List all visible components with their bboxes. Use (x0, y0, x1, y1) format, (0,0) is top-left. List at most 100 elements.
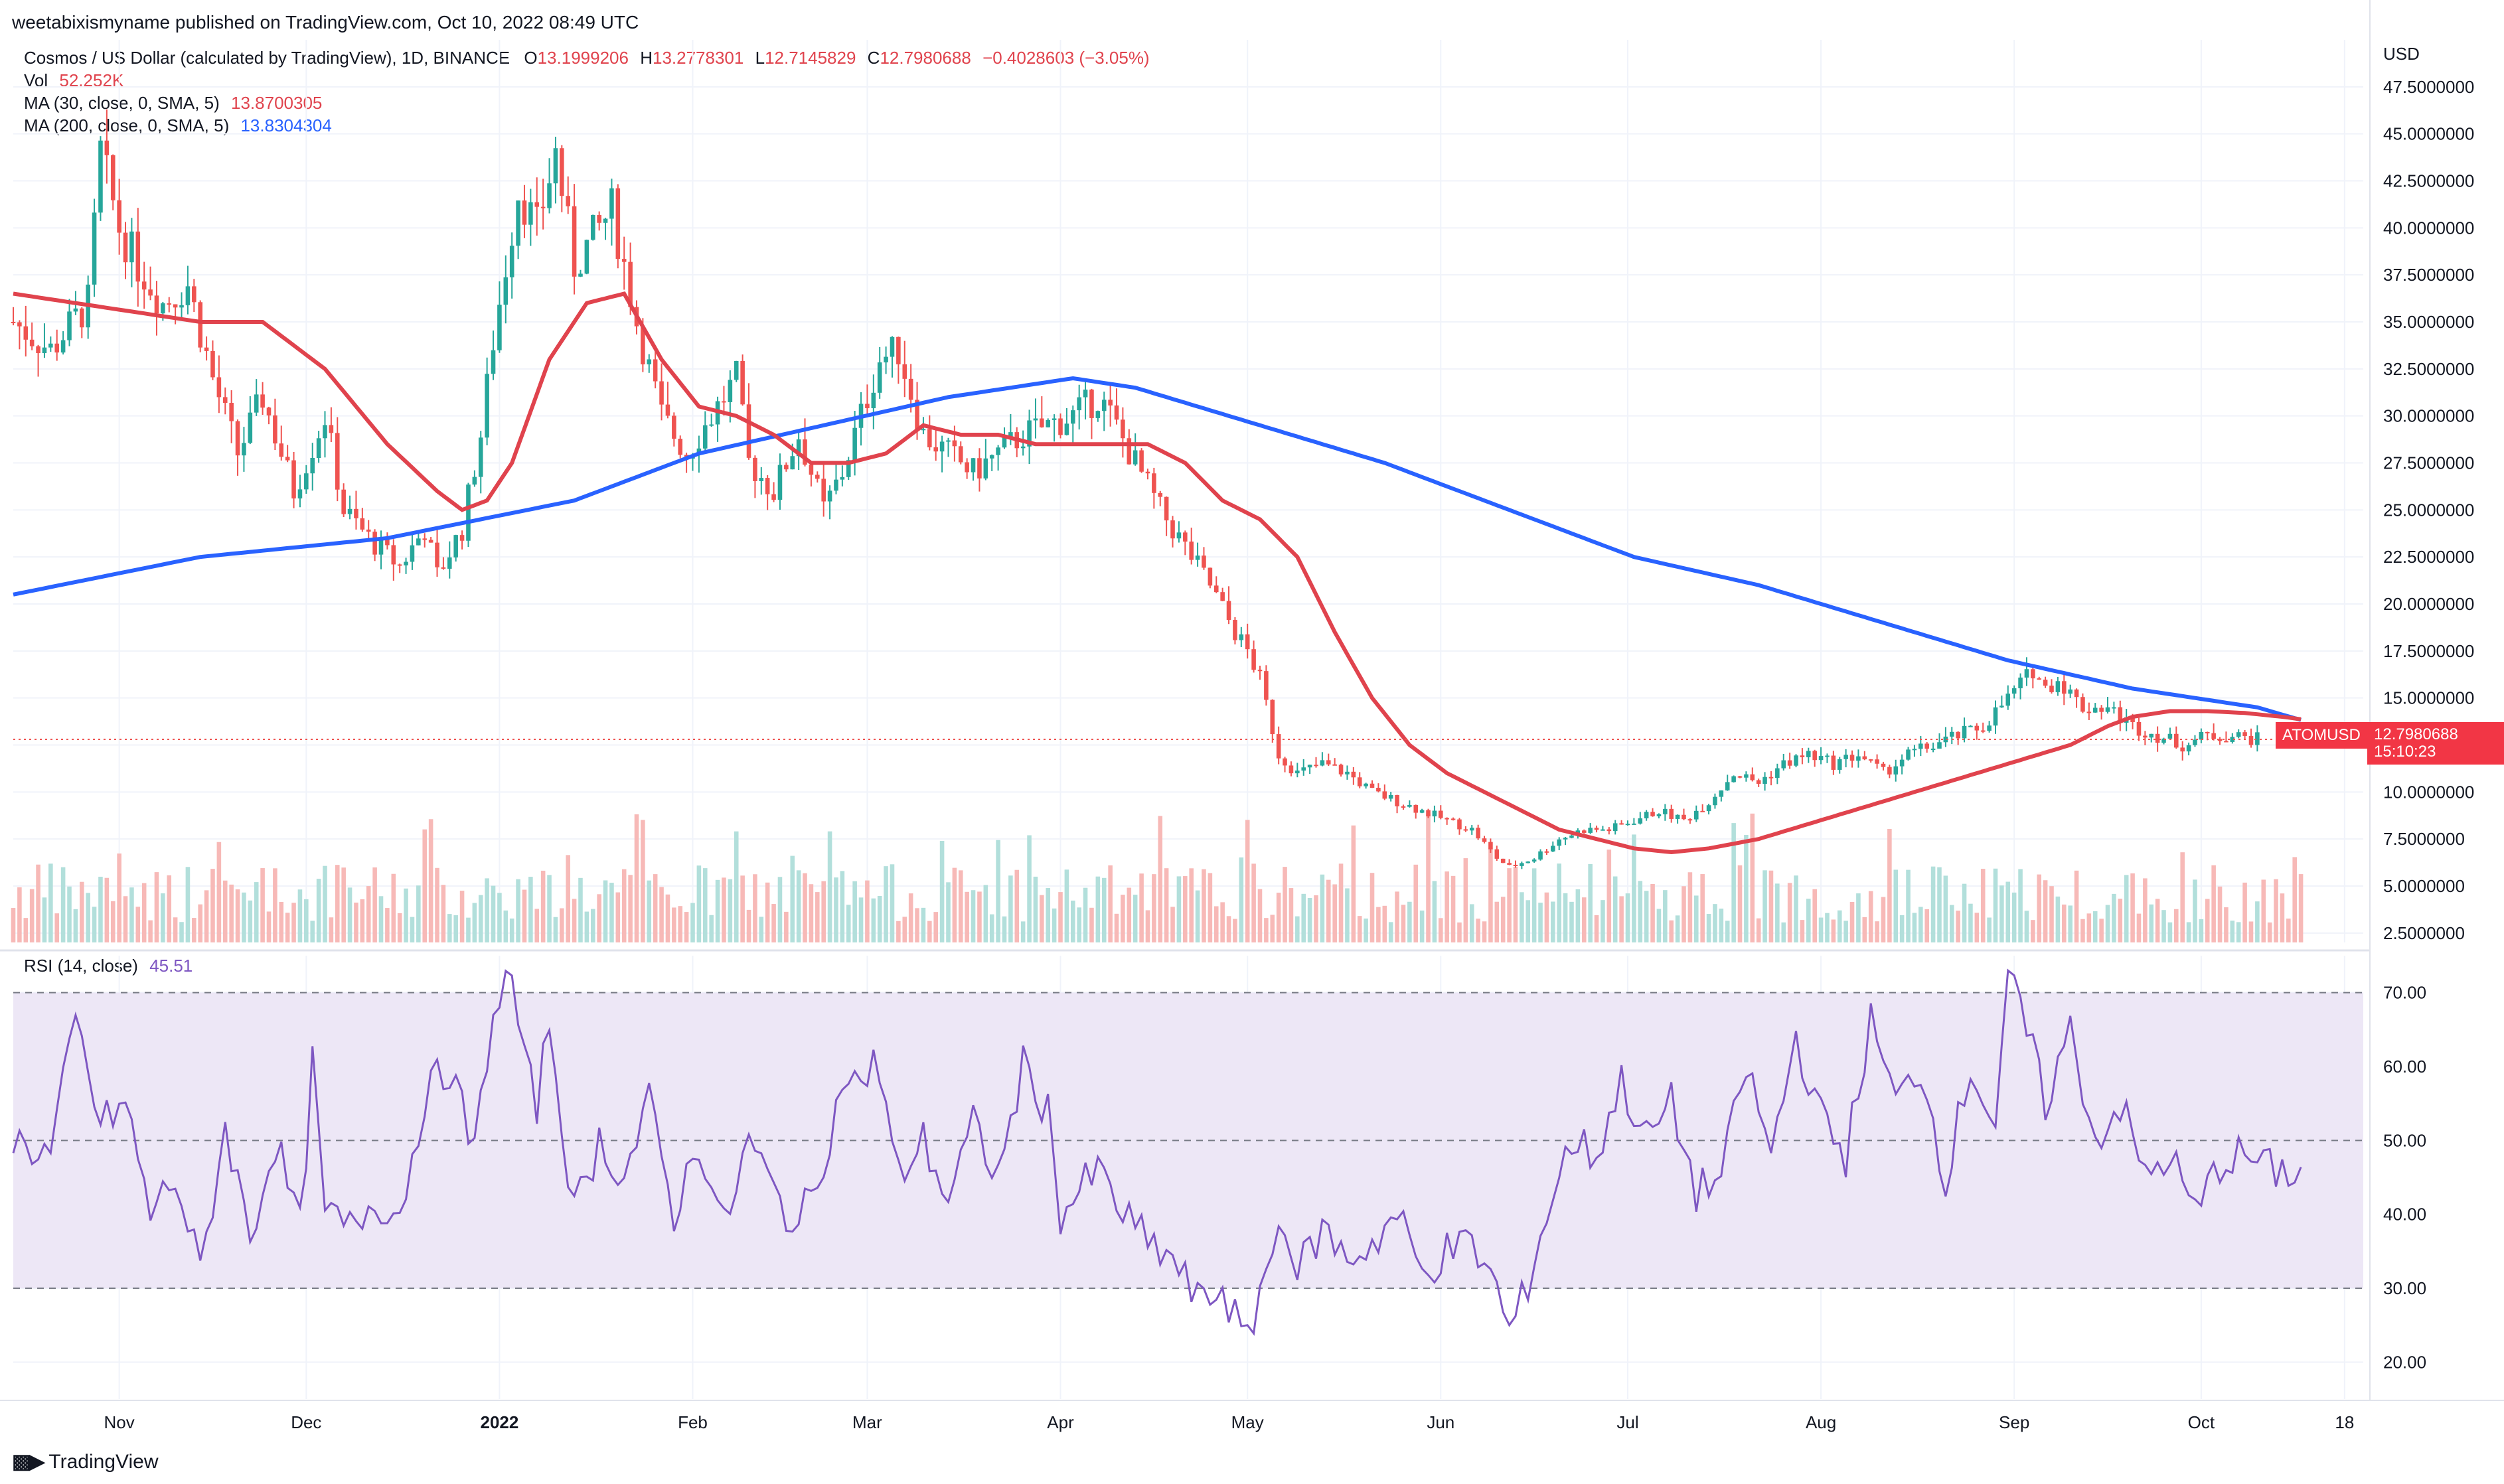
candle-body (1962, 725, 1967, 739)
volume-bar (1663, 890, 1668, 942)
candle-body (865, 404, 870, 409)
volume-bar (1488, 848, 1493, 942)
candle-body (310, 457, 315, 474)
rsi-axis-label: 50.00 (2383, 1130, 2426, 1150)
volume-bar (385, 908, 390, 942)
volume-bar (1213, 906, 1219, 942)
volume-bar (1170, 907, 1175, 942)
volume-bar (578, 877, 583, 942)
candle-body (466, 484, 471, 541)
volume-bar (1725, 921, 1730, 942)
candle-body (167, 303, 172, 305)
volume-bar (590, 909, 595, 942)
candle-body (908, 378, 913, 400)
candle-body (827, 490, 832, 502)
candle-body (1551, 846, 1555, 852)
volume-bar (242, 892, 246, 942)
volume-bar (684, 912, 689, 942)
volume-bar (1401, 905, 1406, 942)
time-axis-label: Sep (1999, 1412, 2029, 1432)
volume-bar (135, 907, 141, 942)
volume-bar (341, 867, 346, 942)
price-axis-currency: USD (2383, 44, 2420, 64)
symbol-legend-row[interactable]: Cosmos / US Dollar (calculated by Tradin… (24, 46, 1150, 69)
candle-body (1744, 774, 1749, 778)
candle-body (1145, 471, 1150, 474)
volume-bar (560, 908, 564, 942)
volume-bar (273, 868, 277, 942)
volume-bar (1114, 913, 1119, 942)
candle-body (472, 477, 477, 485)
volume-bar (1450, 875, 1456, 942)
price-axis-label: 45.0000000 (2383, 124, 2474, 144)
volume-bar (1526, 900, 1531, 942)
volume-bar (422, 829, 428, 942)
volume-bar (1601, 900, 1605, 942)
price-axis: USD 47.5000000 45.0000000 42.5000000 40.0000… (104, 44, 2475, 1432)
volume-bar (946, 882, 951, 942)
candle-body (996, 447, 1000, 455)
volume-bar (266, 911, 272, 942)
volume-bar (1208, 873, 1213, 942)
candle-body (877, 362, 882, 393)
candle-body (354, 508, 358, 518)
volume-bar (148, 920, 153, 942)
candle-body (734, 360, 739, 380)
time-axis-label: Jul (1616, 1412, 1638, 1432)
volume-bar (42, 897, 47, 942)
candle-body (1276, 734, 1281, 759)
volume-bar (260, 868, 265, 942)
ohlc-low-value: 12.7145829 (765, 48, 856, 68)
volume-bar (796, 870, 801, 942)
candle-body (1849, 755, 1855, 761)
volume-bar (1482, 921, 1487, 942)
volume-bar (2248, 921, 2254, 942)
volume-bar (1413, 864, 1419, 942)
candle-body (2024, 669, 2029, 678)
candle-body (1158, 492, 1163, 497)
candle-body (210, 350, 215, 378)
candle-body (98, 140, 103, 213)
candle-body (1170, 520, 1175, 539)
volume-bar (1762, 870, 1767, 942)
volume-bar (1027, 835, 1032, 942)
price-axis-label: 15.0000000 (2383, 688, 2474, 708)
volume-bar (1445, 871, 1449, 942)
price-axis-label: 10.0000000 (2383, 782, 2474, 802)
candle-body (584, 240, 589, 274)
volume-bar (2149, 904, 2154, 942)
candle-body (1775, 768, 1780, 779)
candle-body (1382, 791, 1387, 799)
candle-body (516, 200, 520, 246)
candle-body (946, 440, 951, 442)
candle-body (1993, 707, 1998, 726)
candle-body (2086, 711, 2092, 713)
candle-body (2248, 735, 2254, 745)
volume-bar (1987, 917, 1992, 942)
candle-body (1682, 814, 1686, 820)
volume-bar (1326, 879, 1331, 942)
volume-bar (1332, 884, 1337, 942)
volume-bar (1145, 910, 1150, 942)
volume-bar (2018, 869, 2023, 942)
candle-body (628, 261, 633, 307)
candle-body (435, 542, 439, 567)
volume-bar (1476, 919, 1480, 942)
candle-body (1002, 437, 1007, 448)
ma30-legend-row[interactable]: MA (30, close, 0, SMA, 5) 13.8700305 (24, 92, 1150, 114)
volume-bar (2155, 899, 2160, 942)
candle-body (2211, 733, 2216, 739)
candle-body (1152, 473, 1156, 493)
tradingview-brand[interactable]: ▩▶ TradingView (12, 1450, 159, 1473)
volume-bar (1283, 867, 1287, 942)
candle-body (1108, 400, 1113, 406)
volume-bar (1962, 883, 1967, 942)
volume-bar (2236, 922, 2241, 942)
volume-bar (347, 887, 352, 942)
volume-bar (1407, 901, 1412, 942)
ma200-legend-row[interactable]: MA (200, close, 0, SMA, 5) 13.8304304 (24, 114, 1150, 137)
candle-body (1632, 823, 1636, 825)
candle-body (597, 215, 601, 223)
volume-bar (1469, 904, 1474, 942)
